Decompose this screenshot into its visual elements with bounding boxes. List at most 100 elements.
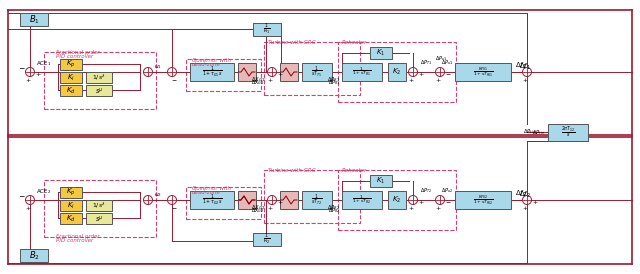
Bar xyxy=(338,170,456,230)
Text: $B_1$: $B_1$ xyxy=(29,13,40,26)
Text: $+$: $+$ xyxy=(267,204,273,212)
Text: $\frac{1}{1+sT_{R1}}$: $\frac{1}{1+sT_{R1}}$ xyxy=(353,66,372,78)
FancyBboxPatch shape xyxy=(60,59,82,70)
Circle shape xyxy=(268,196,276,204)
Text: $+$: $+$ xyxy=(25,76,31,84)
Text: $+$: $+$ xyxy=(408,204,414,212)
FancyBboxPatch shape xyxy=(370,47,392,59)
Text: $\Delta P_{T1}$: $\Delta P_{T1}$ xyxy=(420,59,432,67)
Bar xyxy=(264,170,360,223)
Circle shape xyxy=(435,196,445,204)
FancyBboxPatch shape xyxy=(60,200,82,211)
Text: $B_2$: $B_2$ xyxy=(29,249,40,262)
Text: Fractional order: Fractional order xyxy=(56,235,100,239)
Circle shape xyxy=(26,196,35,204)
Text: $\Delta X_{G1}$: $\Delta X_{G1}$ xyxy=(252,79,264,87)
Text: $\frac{1}{R_1}$: $\frac{1}{R_1}$ xyxy=(263,22,271,37)
Text: $\frac{2\pi T_{12}}{s}$: $\frac{2\pi T_{12}}{s}$ xyxy=(561,125,575,140)
Text: $+$: $+$ xyxy=(435,204,442,212)
Text: Fractional order: Fractional order xyxy=(56,50,100,56)
Text: $K_1$: $K_1$ xyxy=(376,48,386,58)
Circle shape xyxy=(168,67,177,76)
Bar xyxy=(186,187,261,219)
Text: $+$: $+$ xyxy=(435,76,442,84)
Text: ACE$_1$: ACE$_1$ xyxy=(36,59,51,68)
Text: $\Delta P_{R1}$: $\Delta P_{R1}$ xyxy=(328,79,340,87)
Text: Governor with: Governor with xyxy=(192,185,231,190)
Text: $\Delta f_1$: $\Delta f_1$ xyxy=(515,61,527,71)
Text: $K_2$: $K_2$ xyxy=(392,195,402,205)
FancyBboxPatch shape xyxy=(280,63,298,81)
Text: $\frac{1}{1+\tau_{G2}s}$: $\frac{1}{1+\tau_{G2}s}$ xyxy=(202,193,222,207)
Text: $K_p$: $K_p$ xyxy=(67,59,76,70)
FancyBboxPatch shape xyxy=(86,85,112,96)
Text: dead-zone: dead-zone xyxy=(192,190,221,195)
FancyBboxPatch shape xyxy=(20,249,48,262)
FancyBboxPatch shape xyxy=(253,233,281,246)
Text: $\Delta X_{G2}$: $\Delta X_{G2}$ xyxy=(252,207,264,215)
Text: $\Delta X_{G1}$: $\Delta X_{G1}$ xyxy=(251,76,265,84)
Text: $\Delta P_{T2}$: $\Delta P_{T2}$ xyxy=(420,187,432,195)
Text: $\Delta P_{tie}$: $\Delta P_{tie}$ xyxy=(532,129,545,138)
Text: $+$: $+$ xyxy=(276,198,284,206)
Text: Turbine with GRC: Turbine with GRC xyxy=(268,41,316,45)
Text: $-$: $-$ xyxy=(18,62,26,72)
Text: Reheater: Reheater xyxy=(342,41,367,45)
Text: Reheater: Reheater xyxy=(342,169,367,173)
FancyBboxPatch shape xyxy=(190,191,234,209)
Text: $u_1$: $u_1$ xyxy=(154,63,162,71)
Text: $K_1$: $K_1$ xyxy=(376,176,386,186)
FancyBboxPatch shape xyxy=(60,85,82,96)
Text: $\Delta P_{R1}$: $\Delta P_{R1}$ xyxy=(327,76,340,84)
FancyBboxPatch shape xyxy=(342,63,382,81)
Text: $\frac{K_{PS2}}{1+sT_{PS2}}$: $\frac{K_{PS2}}{1+sT_{PS2}}$ xyxy=(472,193,493,207)
FancyBboxPatch shape xyxy=(253,23,281,36)
FancyBboxPatch shape xyxy=(388,63,406,81)
Text: $+$: $+$ xyxy=(522,76,528,84)
FancyBboxPatch shape xyxy=(455,191,511,209)
Text: $K_i$: $K_i$ xyxy=(67,200,75,211)
Text: $u_2$: $u_2$ xyxy=(154,191,162,199)
Circle shape xyxy=(143,196,152,204)
Text: $+$: $+$ xyxy=(267,76,273,84)
Text: $\Delta f_2$: $\Delta f_2$ xyxy=(515,189,527,199)
Text: $s^\mu$: $s^\mu$ xyxy=(95,213,103,224)
Text: $\frac{1}{R_2}$: $\frac{1}{R_2}$ xyxy=(263,232,271,247)
Text: $\Delta f_1$: $\Delta f_1$ xyxy=(519,62,531,72)
Text: Governor with: Governor with xyxy=(192,58,231,62)
Circle shape xyxy=(435,67,445,76)
FancyBboxPatch shape xyxy=(238,63,256,81)
Text: $+$: $+$ xyxy=(418,70,424,78)
Text: $\Delta P_{tie}$: $\Delta P_{tie}$ xyxy=(523,128,536,136)
Circle shape xyxy=(522,196,531,204)
Text: $+$: $+$ xyxy=(532,198,538,206)
Text: $K_p$: $K_p$ xyxy=(67,187,76,198)
Bar xyxy=(44,180,156,237)
Circle shape xyxy=(26,67,35,76)
Text: $\frac{1}{sT_{T1}}$: $\frac{1}{sT_{T1}}$ xyxy=(311,65,323,79)
Text: $K_d$: $K_d$ xyxy=(66,85,76,96)
Text: $1/s^\lambda$: $1/s^\lambda$ xyxy=(92,73,106,82)
Text: $\frac{1}{sT_{T2}}$: $\frac{1}{sT_{T2}}$ xyxy=(311,193,323,207)
FancyBboxPatch shape xyxy=(20,13,48,26)
Text: $\Delta X_{G2}$: $\Delta X_{G2}$ xyxy=(251,204,265,212)
Circle shape xyxy=(143,67,152,76)
Text: $\frac{1}{1+sT_{R2}}$: $\frac{1}{1+sT_{R2}}$ xyxy=(353,194,372,206)
Text: $\Delta P_{u2}$: $\Delta P_{u2}$ xyxy=(441,187,453,195)
Text: Turbine with GRC: Turbine with GRC xyxy=(268,169,316,173)
Text: $-$: $-$ xyxy=(18,190,26,199)
Text: $+$: $+$ xyxy=(276,70,284,78)
FancyBboxPatch shape xyxy=(302,191,332,209)
Text: $+$: $+$ xyxy=(25,204,31,212)
Text: $+$: $+$ xyxy=(35,70,42,78)
Text: $+$: $+$ xyxy=(418,198,424,206)
Bar xyxy=(186,59,261,91)
Text: $\Delta f_2$: $\Delta f_2$ xyxy=(519,190,531,200)
Text: $-$: $-$ xyxy=(171,78,177,82)
Text: $K_2$: $K_2$ xyxy=(392,67,402,77)
FancyBboxPatch shape xyxy=(60,213,82,224)
Text: dead-zone: dead-zone xyxy=(192,61,221,67)
FancyBboxPatch shape xyxy=(60,187,82,198)
FancyBboxPatch shape xyxy=(455,63,511,81)
Text: $\frac{1}{1+\tau_{G1}s}$: $\frac{1}{1+\tau_{G1}s}$ xyxy=(202,65,222,79)
